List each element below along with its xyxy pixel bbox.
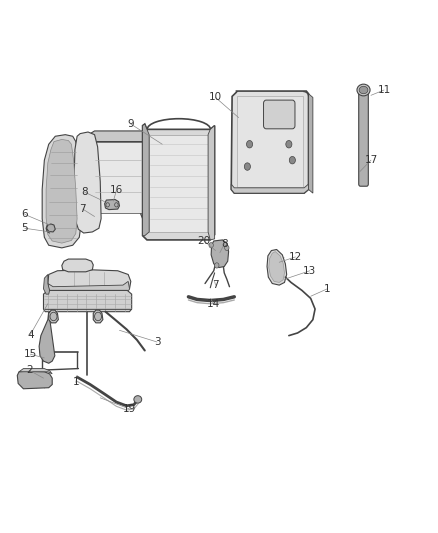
Circle shape: [50, 312, 57, 321]
Text: 8: 8: [221, 239, 228, 249]
Polygon shape: [269, 252, 285, 282]
Polygon shape: [43, 290, 132, 312]
Polygon shape: [42, 135, 81, 248]
Text: 6: 6: [21, 209, 28, 220]
Text: 9: 9: [127, 119, 134, 129]
Text: 11: 11: [378, 85, 391, 95]
Polygon shape: [95, 142, 143, 213]
Text: 7: 7: [79, 204, 86, 214]
Polygon shape: [48, 281, 130, 300]
Circle shape: [244, 163, 251, 170]
Text: 12: 12: [289, 252, 302, 262]
Text: 1: 1: [324, 284, 331, 294]
Polygon shape: [231, 91, 308, 193]
Circle shape: [289, 157, 295, 164]
Text: 7: 7: [212, 280, 219, 290]
Text: 19: 19: [123, 404, 136, 414]
Text: 2: 2: [26, 365, 32, 375]
Polygon shape: [143, 124, 215, 240]
Polygon shape: [308, 94, 313, 193]
Polygon shape: [211, 240, 229, 268]
Text: 3: 3: [154, 337, 160, 347]
Polygon shape: [143, 124, 149, 236]
Circle shape: [286, 141, 292, 148]
Polygon shape: [62, 259, 93, 272]
Text: 8: 8: [81, 187, 88, 197]
Polygon shape: [74, 132, 101, 233]
Polygon shape: [141, 136, 158, 223]
Text: 20: 20: [198, 236, 211, 246]
Polygon shape: [149, 135, 208, 232]
Ellipse shape: [357, 84, 370, 96]
Circle shape: [215, 263, 219, 268]
Circle shape: [209, 243, 213, 248]
Polygon shape: [237, 96, 303, 187]
Polygon shape: [43, 274, 49, 294]
Polygon shape: [19, 368, 52, 374]
Text: 4: 4: [27, 329, 34, 340]
Polygon shape: [75, 136, 95, 223]
Text: 1: 1: [72, 377, 79, 387]
Ellipse shape: [359, 86, 368, 94]
Polygon shape: [105, 199, 120, 209]
Text: 10: 10: [209, 92, 222, 102]
Circle shape: [95, 312, 102, 321]
Polygon shape: [48, 270, 131, 294]
Text: 13: 13: [303, 266, 316, 276]
Polygon shape: [93, 310, 103, 323]
Polygon shape: [231, 184, 308, 193]
Polygon shape: [49, 310, 58, 323]
Text: 5: 5: [21, 223, 28, 233]
Polygon shape: [267, 249, 287, 285]
Circle shape: [225, 245, 229, 251]
Polygon shape: [46, 224, 55, 232]
Polygon shape: [39, 312, 55, 364]
Polygon shape: [86, 131, 151, 142]
Text: 16: 16: [110, 185, 123, 196]
FancyBboxPatch shape: [264, 100, 295, 129]
Polygon shape: [17, 371, 52, 389]
Text: 14: 14: [207, 298, 220, 309]
Polygon shape: [46, 140, 77, 243]
FancyBboxPatch shape: [359, 91, 368, 186]
Text: 17: 17: [364, 155, 378, 165]
Polygon shape: [208, 126, 215, 240]
Circle shape: [247, 141, 253, 148]
Ellipse shape: [134, 395, 142, 403]
Text: 15: 15: [24, 349, 37, 359]
